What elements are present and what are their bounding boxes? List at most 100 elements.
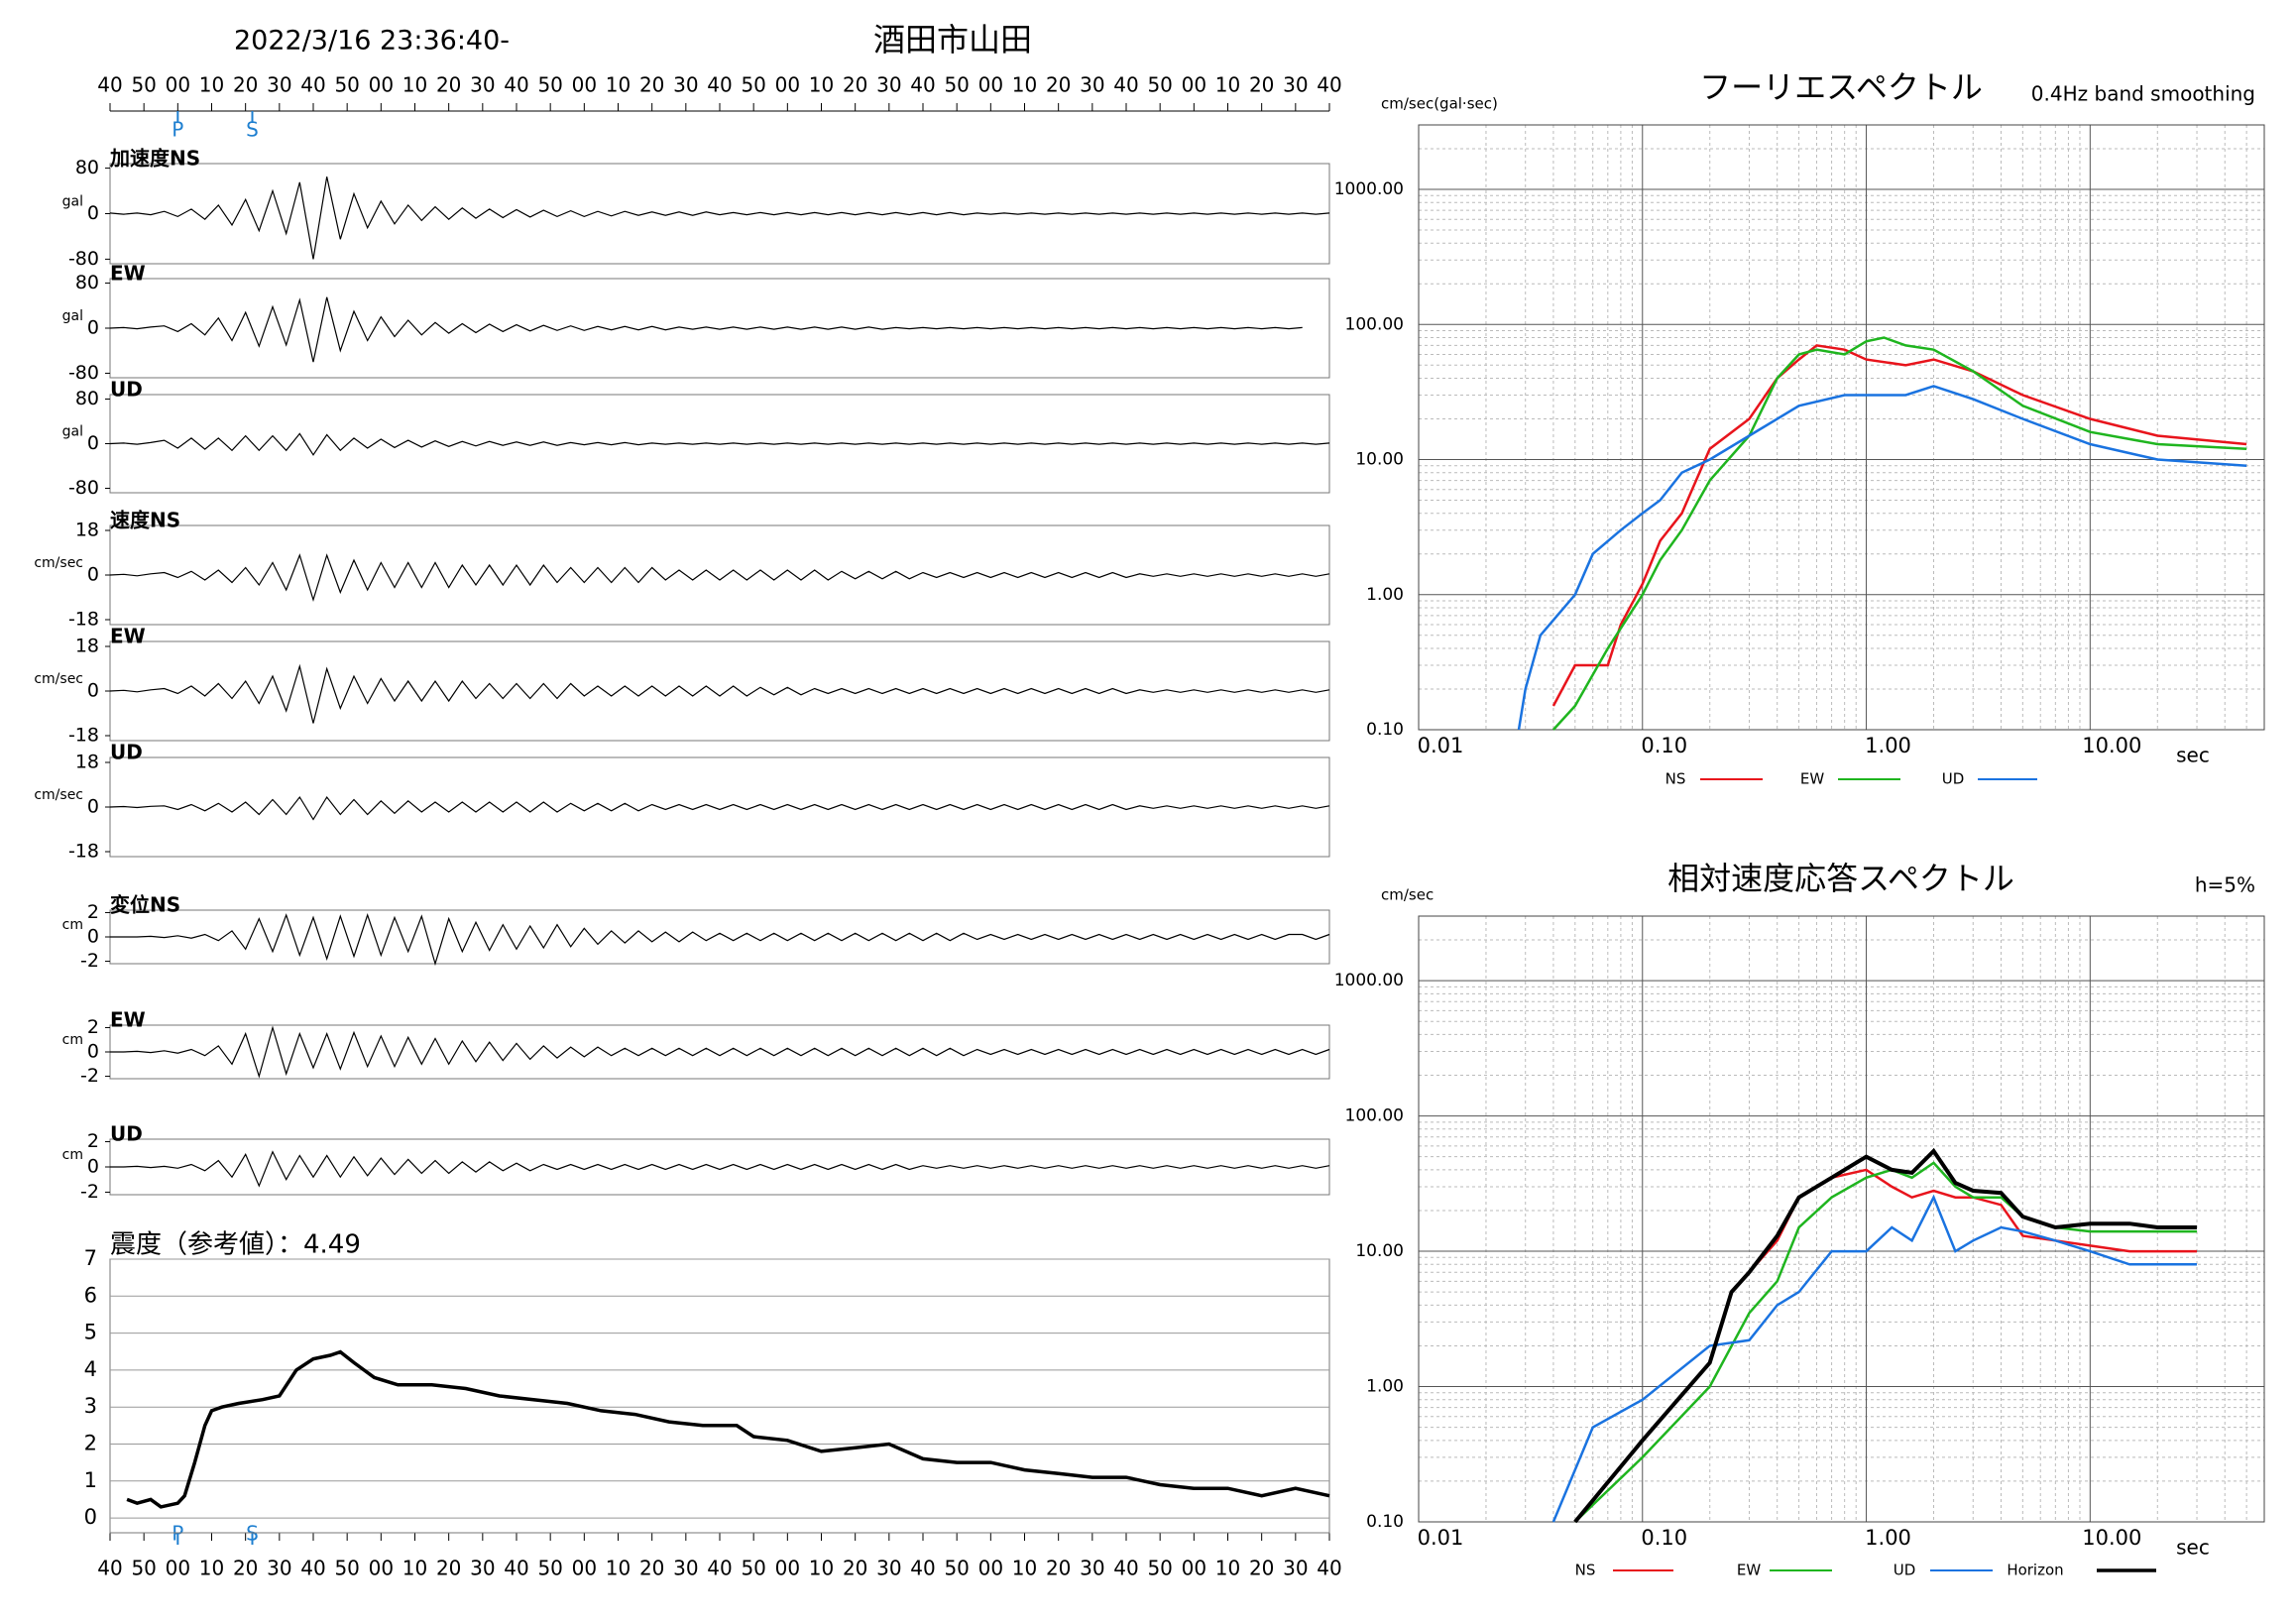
x-tick-label: 00 bbox=[775, 1557, 800, 1580]
x-tick-label: 50 bbox=[334, 73, 359, 97]
y-tick-label: 18 bbox=[75, 520, 99, 541]
y-tick-label: 80 bbox=[75, 272, 99, 293]
panel-label: EW bbox=[110, 262, 146, 286]
y-tick-label: 0 bbox=[87, 926, 99, 948]
station-name: 酒田市山田 bbox=[873, 21, 1032, 58]
y-tick-label: -18 bbox=[68, 841, 99, 863]
y-axis-label: cm/sec bbox=[1381, 886, 1434, 904]
x-tick-label: 20 bbox=[843, 73, 867, 97]
x-tick-label: 30 bbox=[876, 1557, 901, 1580]
x-tick-label: 10 bbox=[402, 1557, 427, 1580]
x-tick-label: 20 bbox=[1046, 1557, 1071, 1580]
panel-label: EW bbox=[110, 625, 146, 648]
x-tick-label: 30 bbox=[673, 1557, 698, 1580]
unit-label: cm/sec bbox=[34, 555, 83, 571]
plot-frame bbox=[109, 1258, 1330, 1534]
x-tick-label: 40 bbox=[97, 1557, 122, 1580]
x-tick-label: 20 bbox=[843, 1557, 867, 1580]
y-tick-label: 0 bbox=[87, 202, 99, 224]
phase-label: P bbox=[172, 118, 183, 142]
x-tick-label: 00 bbox=[978, 1557, 1003, 1580]
waveform-trace bbox=[109, 663, 1330, 724]
y-tick-label: 80 bbox=[75, 157, 99, 178]
legend-label: Horizon bbox=[2007, 1562, 2063, 1579]
x-tick-label: 00 bbox=[369, 73, 394, 97]
panel-label: 速度NS bbox=[110, 509, 180, 532]
x-tick-label: 50 bbox=[1147, 1557, 1172, 1580]
y-tick-label: 2 bbox=[87, 1016, 99, 1038]
x-tick-label: 30 bbox=[267, 1557, 291, 1580]
y-tick-label: 6 bbox=[84, 1283, 97, 1307]
panel-label: UD bbox=[110, 1122, 143, 1146]
panel-label: UD bbox=[110, 741, 143, 764]
unit-label: gal bbox=[62, 308, 83, 324]
x-tick-label: 10 bbox=[606, 73, 631, 97]
chart-subtitle: 0.4Hz band smoothing bbox=[2031, 82, 2255, 106]
waveform-trace bbox=[110, 1150, 1330, 1188]
x-tick-label: 20 bbox=[233, 73, 258, 97]
legend-label: EW bbox=[1737, 1562, 1761, 1579]
x-tick-label: 40 bbox=[97, 73, 122, 97]
x-tick-label: 40 bbox=[1317, 73, 1341, 97]
y-tick-label: 5 bbox=[84, 1321, 97, 1344]
chart-title: 相対速度応答スペクトル bbox=[1667, 860, 2014, 897]
x-tick-label: 20 bbox=[1046, 73, 1071, 97]
x-tick-label: 50 bbox=[131, 73, 156, 97]
waveform-trace bbox=[109, 176, 1330, 260]
legend-label: EW bbox=[1800, 770, 1824, 788]
unit-label: gal bbox=[62, 424, 83, 440]
x-tick-label: 10.00 bbox=[2082, 734, 2141, 757]
x-tick-label: 40 bbox=[910, 73, 935, 97]
x-tick-label: 10 bbox=[1215, 1557, 1240, 1580]
plot-frame bbox=[1418, 124, 2265, 731]
x-tick-label: 40 bbox=[910, 1557, 935, 1580]
y-tick-label: 1 bbox=[84, 1468, 97, 1492]
x-tick-label: 40 bbox=[1113, 1557, 1138, 1580]
chart-title: 震度（参考値）：4.49 bbox=[110, 1230, 361, 1260]
x-tick-label: 30 bbox=[1080, 73, 1104, 97]
waveform-trace bbox=[110, 1025, 1330, 1079]
unit-label: cm bbox=[62, 917, 83, 933]
unit-label: cm/sec bbox=[34, 671, 83, 687]
spectrum-line bbox=[1551, 344, 2247, 707]
y-tick-label: 0 bbox=[87, 564, 99, 586]
x-tick-label: 30 bbox=[1283, 73, 1308, 97]
chart-subtitle: h=5% bbox=[2195, 873, 2255, 897]
x-tick-label: 10 bbox=[606, 1557, 631, 1580]
y-tick-label: 0 bbox=[87, 1041, 99, 1063]
x-tick-label: 00 bbox=[978, 73, 1003, 97]
y-tick-label: 0 bbox=[84, 1505, 97, 1529]
x-tick-label: 40 bbox=[707, 73, 732, 97]
y-tick-label: 10.00 bbox=[1355, 1241, 1404, 1261]
x-tick-label: 00 bbox=[572, 73, 597, 97]
y-tick-label: 1.00 bbox=[1366, 585, 1404, 605]
y-tick-label: 100.00 bbox=[1345, 1106, 1404, 1126]
y-tick-label: 1.00 bbox=[1366, 1377, 1404, 1397]
unit-label: gal bbox=[62, 194, 83, 210]
x-tick-label: 40 bbox=[504, 1557, 528, 1580]
x-tick-label: 50 bbox=[537, 73, 562, 97]
x-tick-label: 10 bbox=[1215, 73, 1240, 97]
y-tick-label: 3 bbox=[84, 1394, 97, 1418]
y-tick-label: 4 bbox=[84, 1357, 97, 1381]
x-tick-label: 0.01 bbox=[1418, 1526, 1464, 1550]
x-tick-label: 30 bbox=[1283, 1557, 1308, 1580]
x-tick-label: 40 bbox=[1317, 1557, 1341, 1580]
panel-label: 変位NS bbox=[110, 893, 180, 917]
y-tick-label: 2 bbox=[87, 1130, 99, 1152]
y-tick-label: -80 bbox=[68, 477, 99, 499]
y-tick-label: 2 bbox=[84, 1431, 97, 1454]
x-tick-label: 30 bbox=[673, 73, 698, 97]
y-tick-label: -2 bbox=[80, 1065, 99, 1087]
x-tick-label: 00 bbox=[1182, 73, 1206, 97]
x-tick-label: 00 bbox=[166, 73, 190, 97]
x-tick-label: 30 bbox=[876, 73, 901, 97]
x-tick-label: 0.10 bbox=[1641, 734, 1687, 757]
spectrum-line bbox=[1573, 1161, 2197, 1523]
y-tick-label: -18 bbox=[68, 725, 99, 747]
y-tick-label: 7 bbox=[84, 1246, 97, 1270]
x-axis-label: sec bbox=[2176, 744, 2210, 767]
waveform-trace bbox=[109, 553, 1330, 603]
legend-label: NS bbox=[1665, 770, 1686, 788]
legend-label: UD bbox=[1894, 1562, 1916, 1579]
